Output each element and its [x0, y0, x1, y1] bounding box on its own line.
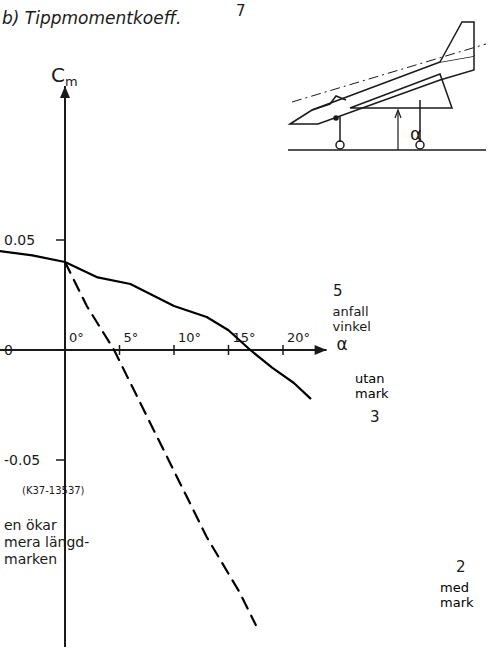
- y-tick: [56, 349, 65, 351]
- y-tick: [56, 459, 65, 461]
- x-axis-arrow: [315, 345, 327, 355]
- y-axis: [64, 86, 66, 647]
- x-tick: [119, 345, 121, 355]
- chart: b) Tippmomentkoeff.Cm0.050-0.050°5°10°15…: [0, 0, 489, 654]
- x-tick-label: 5°: [124, 330, 139, 345]
- aircraft-sketch: [288, 22, 486, 150]
- gear-front: [339, 116, 341, 142]
- y-tick-label: -0.05: [4, 452, 40, 468]
- marker-number: 3: [370, 408, 380, 426]
- series-label: medmark: [440, 580, 474, 610]
- wheel-front: [336, 141, 344, 149]
- series-line: [65, 262, 256, 625]
- height-line: [397, 112, 398, 150]
- series-line: [0, 251, 310, 398]
- centerline: [292, 44, 486, 102]
- note: mera längd-: [4, 534, 89, 550]
- note: marken: [4, 551, 57, 567]
- x-tick: [173, 345, 175, 355]
- cg-point: [334, 116, 338, 120]
- x-tick: [228, 345, 230, 355]
- y-tick-label: 0.05: [4, 232, 35, 248]
- x-label: anfallvinkelα: [333, 304, 371, 354]
- x-axis: [0, 349, 327, 351]
- title: b) Tippmomentkoeff.: [2, 8, 181, 28]
- sketch-label: α: [410, 123, 422, 144]
- note: en ökar: [4, 517, 57, 533]
- marker-number: 5: [333, 282, 343, 300]
- x-tick: [282, 345, 284, 355]
- plot-area: [0, 251, 310, 625]
- marker-number: 2: [456, 558, 466, 576]
- y-tick-label: 0: [4, 342, 13, 358]
- marker-number: 7: [236, 2, 246, 20]
- fuselage: [290, 56, 474, 124]
- series-label: utanmark: [355, 371, 389, 401]
- ground: [288, 149, 486, 151]
- x-tick-label: 20°: [287, 330, 310, 345]
- x-tick-label: 10°: [178, 330, 201, 345]
- wing: [350, 74, 452, 108]
- height-arrow: [395, 110, 401, 118]
- canopy: [312, 96, 346, 110]
- reference: (K37-13537): [22, 485, 85, 496]
- y-tick: [56, 239, 65, 241]
- x-tick: [64, 345, 66, 355]
- fin: [440, 22, 474, 62]
- x-tick-label: 0°: [69, 330, 84, 345]
- y-label: Cm: [51, 63, 78, 89]
